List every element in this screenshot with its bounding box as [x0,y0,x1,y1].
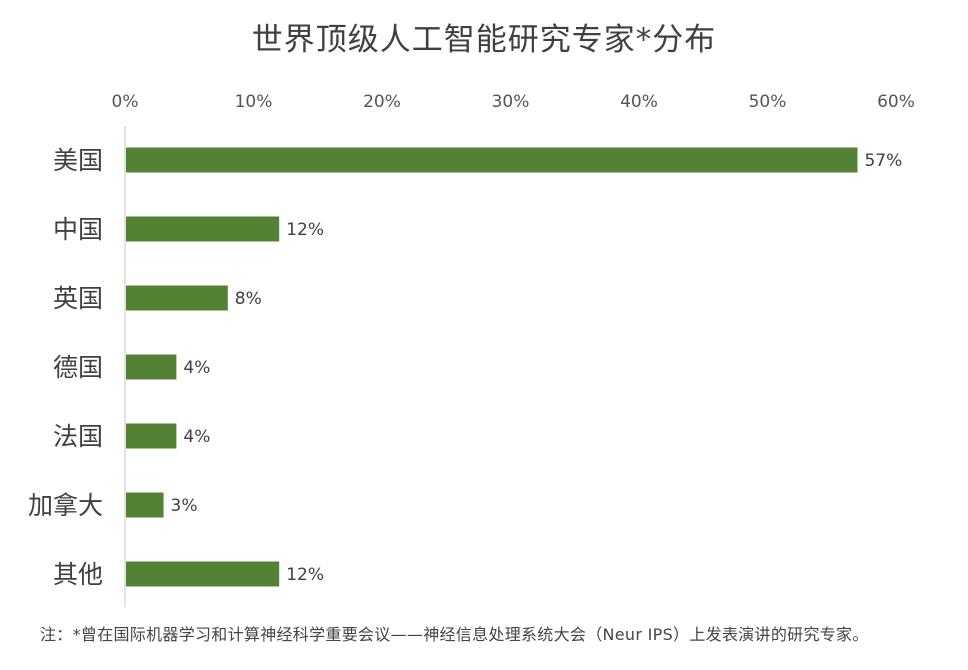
bar [126,147,858,173]
bar [126,561,280,587]
bar [126,216,280,242]
x-tick-label: 30% [492,92,530,112]
category-label: 其他 [53,560,103,589]
bar [126,423,177,449]
category-label: 德国 [53,353,103,382]
data-label: 4% [183,358,210,378]
x-tick-label: 40% [620,92,658,112]
footnote: 注：*曾在国际机器学习和计算神经科学重要会议——神经信息处理系统大会（Neur … [40,625,869,644]
bar [126,354,177,380]
chart-title: 世界顶级人工智能研究专家*分布 [251,22,717,58]
data-label: 57% [864,151,902,171]
x-tick-label: 50% [749,92,787,112]
category-label: 美国 [53,146,103,175]
x-tick-label: 20% [363,92,401,112]
x-tick-label: 10% [235,92,273,112]
x-tick-label: 0% [112,92,139,112]
data-label: 3% [171,496,198,516]
category-label: 英国 [53,284,103,313]
data-label: 12% [286,220,324,240]
bar [126,492,164,518]
data-label: 12% [286,565,324,585]
category-label: 中国 [53,215,103,244]
x-tick-label: 60% [877,92,915,112]
category-label: 法国 [53,422,103,451]
category-label: 加拿大 [28,491,103,520]
bar [126,285,228,311]
data-label: 8% [235,289,262,309]
bar-chart: 0% 10% 20% 30% 40% 50% 60% 美国 57% 中国 12% 英国 8% 德国 4% 法国… [28,92,915,607]
data-label: 4% [183,427,210,447]
